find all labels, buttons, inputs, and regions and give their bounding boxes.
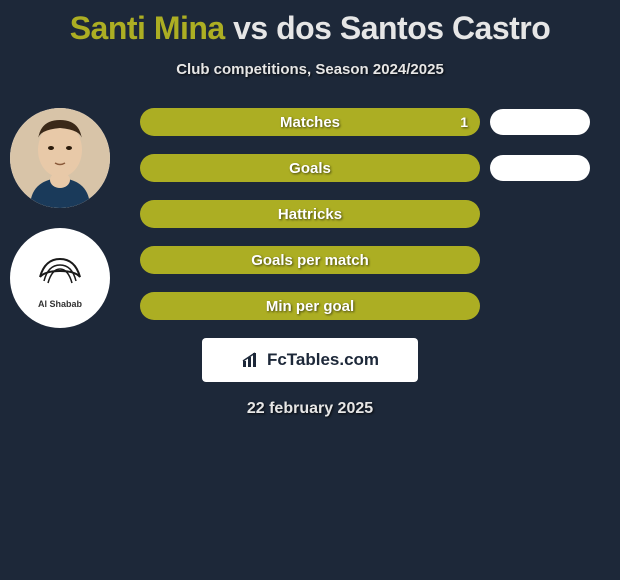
stat-p2-placeholder: [490, 201, 590, 227]
brand-logo-box: FcTables.com: [202, 338, 418, 382]
club-name-label: Al Shabab: [30, 299, 90, 309]
main-comparison-area: Al Shabab Matches 1 Goals Hattricks: [0, 108, 620, 320]
stat-p2-placeholder: [490, 247, 590, 273]
stat-label: Min per goal: [266, 298, 354, 315]
stat-row-mpg: Min per goal: [140, 292, 590, 320]
stats-column: Matches 1 Goals Hattricks Goals per matc…: [140, 108, 590, 320]
stat-p2-placeholder: [490, 293, 590, 319]
stat-label: Goals per match: [251, 252, 369, 269]
stat-row-goals: Goals: [140, 154, 590, 182]
stat-label: Goals: [289, 160, 331, 177]
player1-avatar: [10, 108, 110, 208]
stat-p1-value: 1: [460, 114, 468, 130]
stat-bar: Goals: [140, 154, 480, 182]
player1-name: Santi Mina: [70, 10, 225, 46]
stat-bar: Matches 1: [140, 108, 480, 136]
stat-row-hattricks: Hattricks: [140, 200, 590, 228]
chart-icon: [241, 351, 263, 369]
club-crest-icon: [30, 247, 90, 297]
stat-label: Matches: [280, 114, 340, 131]
stat-row-matches: Matches 1: [140, 108, 590, 136]
player-avatar-icon: [10, 108, 110, 208]
comparison-title: Santi Mina vs dos Santos Castro: [0, 0, 620, 47]
brand-name: FcTables.com: [267, 350, 379, 370]
subtitle: Club competitions, Season 2024/2025: [0, 61, 620, 78]
stat-row-gpm: Goals per match: [140, 246, 590, 274]
vs-text: vs: [233, 10, 268, 46]
club-logo: Al Shabab: [10, 228, 110, 328]
stat-bar: Min per goal: [140, 292, 480, 320]
left-avatar-column: Al Shabab: [10, 108, 110, 328]
stat-p2-pill: [490, 109, 590, 135]
comparison-date: 22 february 2025: [0, 400, 620, 418]
stat-p2-pill: [490, 155, 590, 181]
club-logo-content: Al Shabab: [30, 247, 90, 309]
player2-name: dos Santos Castro: [276, 10, 550, 46]
stat-bar: Hattricks: [140, 200, 480, 228]
stat-bar: Goals per match: [140, 246, 480, 274]
stat-label: Hattricks: [278, 206, 342, 223]
